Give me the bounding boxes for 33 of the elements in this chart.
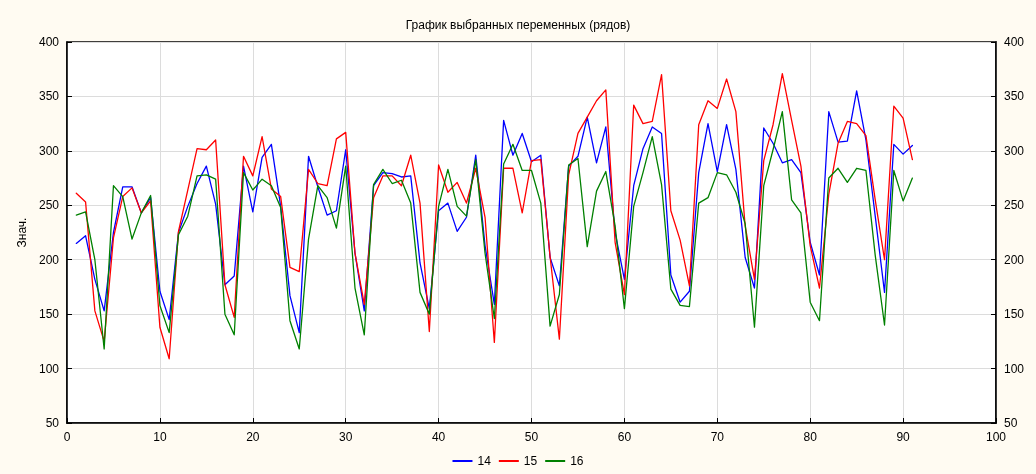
y-axis-title: Знач. — [15, 217, 30, 248]
x-tick-label: 10 — [153, 430, 167, 444]
x-tick-label: 60 — [617, 430, 632, 444]
y-tick-label: 50 — [45, 416, 60, 430]
line-series — [75, 72, 914, 360]
y2-tick-label: 200 — [1004, 252, 1025, 267]
legend-label: 14 — [477, 454, 492, 468]
x-tick-label: 30 — [339, 430, 353, 444]
y-tick-label: 400 — [38, 35, 60, 49]
x-tick-label: 50 — [524, 430, 539, 444]
legend-label: 15 — [523, 454, 538, 468]
chart-title: График выбранных переменных (рядов) — [405, 18, 631, 32]
y2-tick-label: 400 — [1004, 35, 1025, 49]
x-tick-label: 80 — [803, 430, 818, 444]
y2-tick-label: 250 — [1004, 198, 1025, 213]
y-tick-label: 250 — [38, 198, 60, 213]
x-tick-label: 20 — [246, 430, 260, 444]
y2-tick-label: 300 — [1004, 143, 1025, 158]
y-tick-label: 100 — [38, 361, 60, 376]
x-tick-label: 100 — [985, 430, 1007, 444]
y-tick-label: 350 — [38, 89, 60, 104]
y-tick-label: 200 — [38, 252, 60, 267]
y2-tick-label: 350 — [1004, 89, 1025, 104]
y-tick-label: 150 — [38, 307, 60, 322]
y2-tick-label: 150 — [1004, 307, 1025, 322]
x-tick-label: 90 — [896, 430, 911, 444]
y-tick-label: 300 — [38, 143, 60, 158]
x-tick-label: 40 — [431, 430, 446, 444]
y2-tick-label: 100 — [1004, 361, 1025, 376]
x-tick-label: 70 — [710, 430, 725, 444]
y2-tick-label: 50 — [1004, 416, 1018, 430]
x-tick-label: 0 — [63, 430, 71, 444]
legend-label: 16 — [570, 454, 584, 468]
